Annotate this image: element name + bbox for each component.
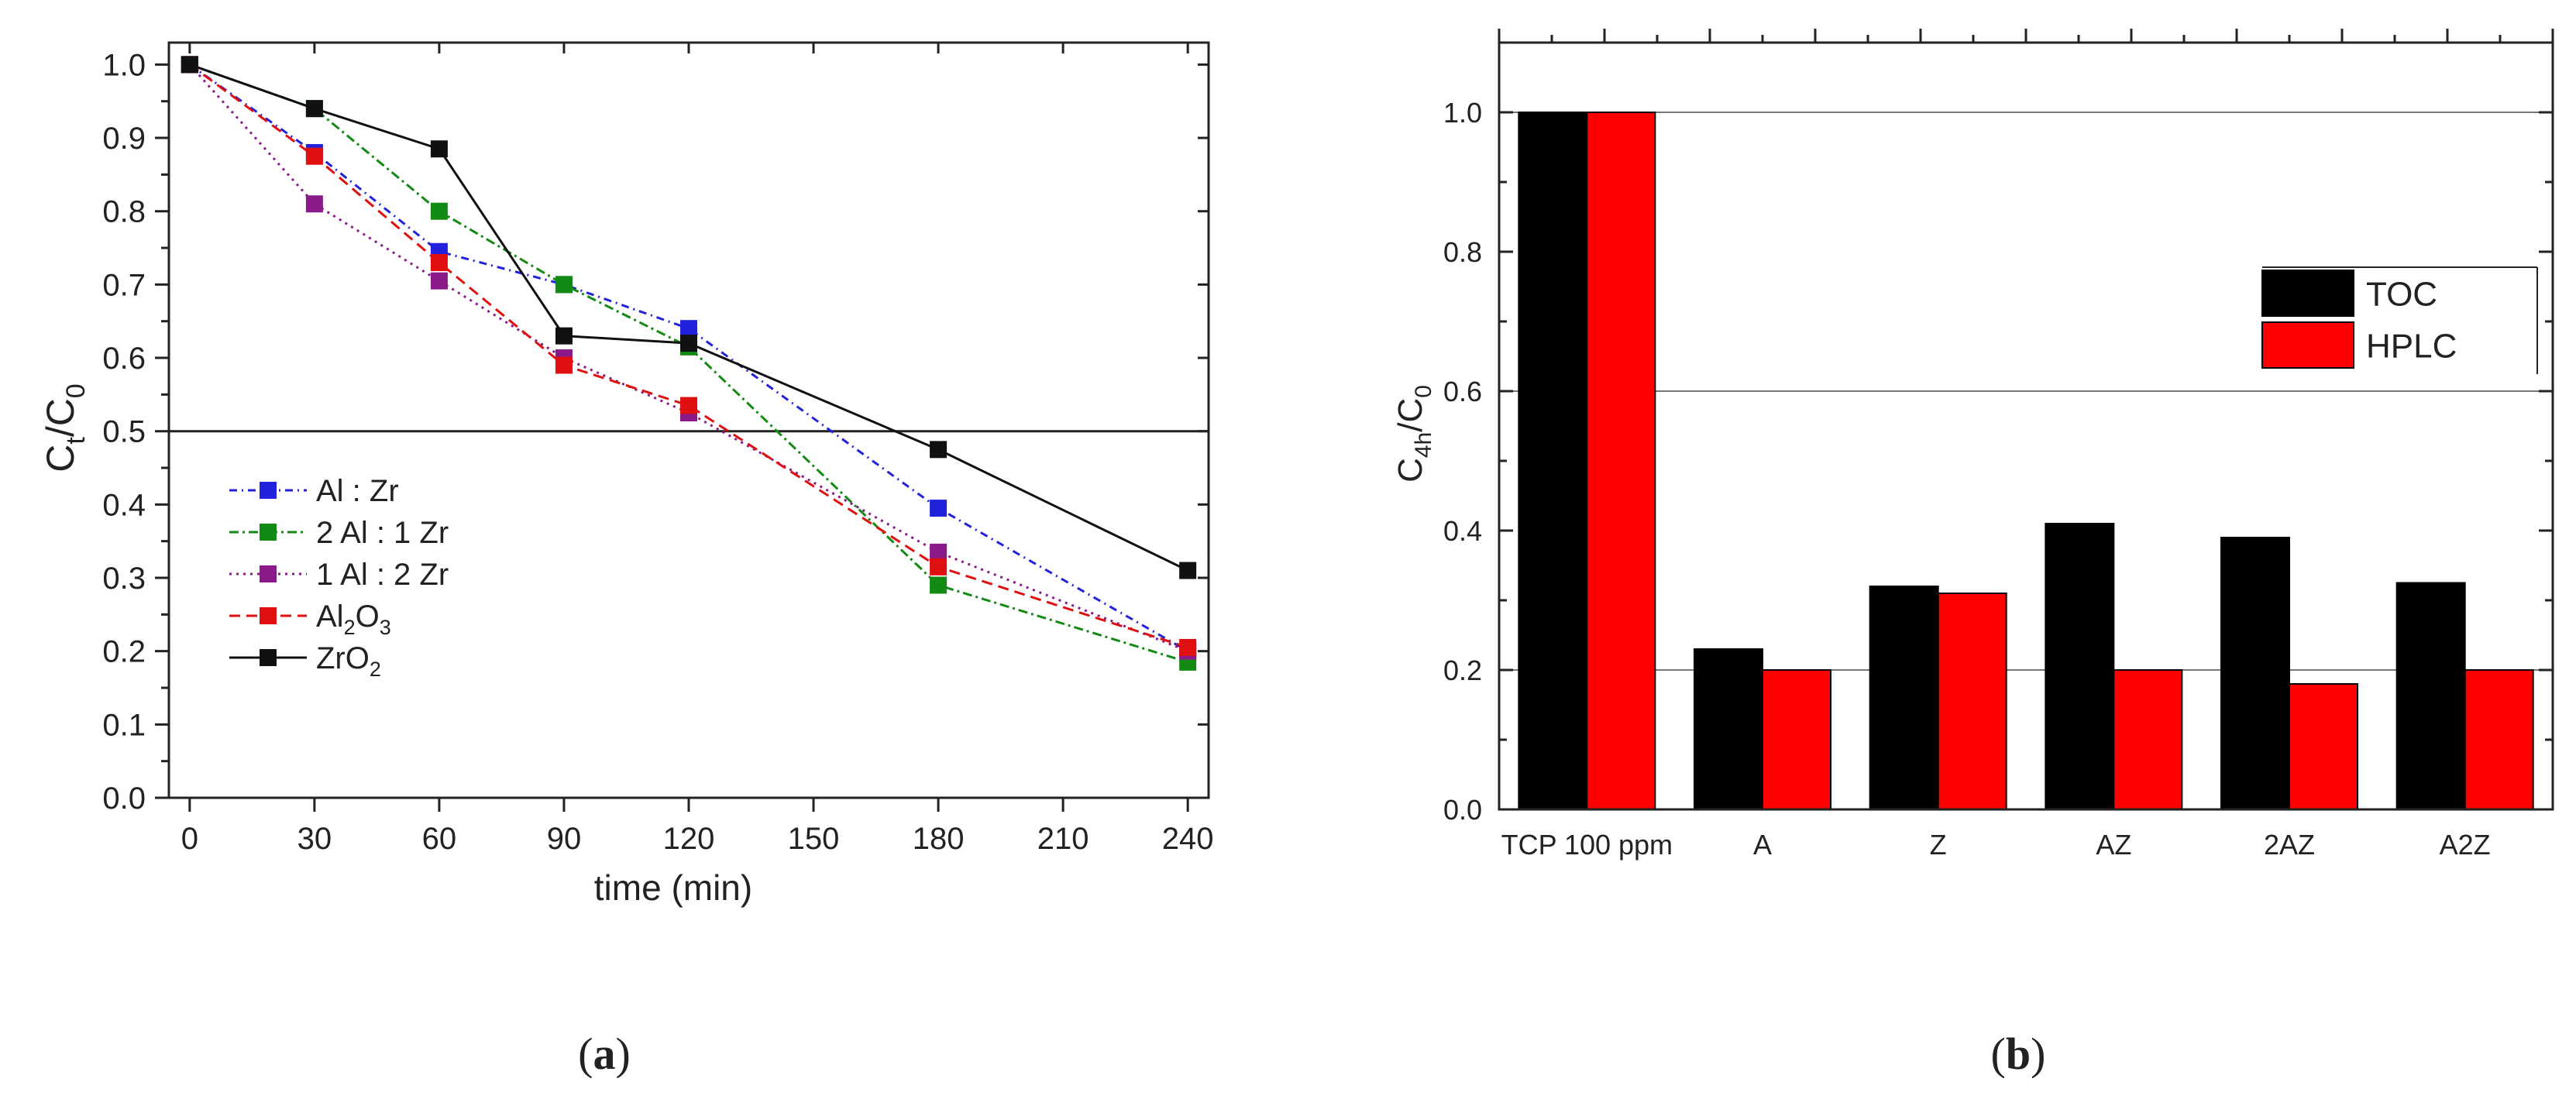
y-tick-label: 0.5: [102, 415, 146, 449]
legend-marker: [260, 565, 277, 582]
x-tick-label: 180: [913, 822, 965, 856]
legend-swatch: [2261, 321, 2354, 369]
bar: [2395, 582, 2466, 810]
y-tick-label: 0.2: [102, 635, 146, 669]
data-point: [181, 56, 198, 74]
panel-b-bar-chart: TCP 100 ppm A Z AZ 2AZ A2Z0.00.20.40.60.81.0C…: [1391, 29, 2554, 861]
y-axis-label: C4h/C0: [1391, 385, 1436, 483]
legend-swatch: [2261, 270, 2354, 317]
legend-label: TOC: [2366, 276, 2437, 314]
bar: [1869, 586, 1939, 810]
bar: [1762, 669, 1831, 810]
y-tick-label: 0.8: [102, 195, 146, 229]
legend-label: ZrO2: [316, 641, 381, 681]
data-point: [930, 558, 948, 575]
data-point: [555, 356, 573, 374]
data-point: [1179, 562, 1197, 579]
y-tick-label: 0.3: [102, 562, 146, 596]
data-point: [930, 576, 948, 594]
x-tick-label: 210: [1037, 822, 1089, 856]
data-point: [305, 100, 323, 118]
x-tick-label: 0: [181, 822, 198, 856]
x-axis-label: time (min): [594, 868, 752, 908]
legend-marker: [260, 607, 277, 624]
data-point: [305, 195, 323, 213]
data-point: [680, 320, 697, 338]
bar: [2289, 683, 2358, 810]
data-point: [430, 253, 448, 271]
x-tick-label: Z: [1930, 829, 1947, 861]
x-tick-label: TCP 100 ppm: [1501, 829, 1673, 861]
bar: [2220, 537, 2290, 810]
y-tick-label: 0.6: [102, 342, 146, 376]
legend-label: Al2O3: [316, 600, 391, 639]
legend-label: 1 Al : 2 Zr: [316, 558, 449, 592]
bar: [2464, 669, 2534, 810]
x-tick-label: 30: [297, 822, 332, 856]
x-tick-label: A2Z: [2440, 829, 2491, 861]
bar: [1694, 648, 1763, 810]
legend-marker: [260, 482, 277, 499]
y-tick-label: 1.0: [102, 48, 146, 82]
bar: [2113, 669, 2183, 810]
data-point: [930, 441, 948, 459]
data-point: [930, 543, 948, 561]
y-tick-label: 0.0: [102, 782, 146, 816]
x-tick-label: AZ: [2096, 829, 2131, 861]
y-tick-label: 0.4: [1443, 515, 1482, 547]
bar: [1937, 593, 2007, 810]
legend-marker: [260, 524, 277, 541]
legend-label: HPLC: [2366, 328, 2457, 366]
data-point: [555, 276, 573, 294]
legend-marker: [260, 649, 277, 666]
y-tick-label: 0.2: [1443, 655, 1482, 686]
bar: [1518, 112, 1588, 810]
caption-a: (a): [578, 1029, 631, 1079]
caption-b: (b): [1991, 1029, 2046, 1079]
data-point: [430, 202, 448, 220]
y-tick-label: 1.0: [1443, 97, 1482, 129]
y-tick-label: 0.0: [1443, 794, 1482, 826]
y-tick-label: 0.7: [102, 268, 146, 302]
data-point: [1179, 638, 1197, 656]
data-point: [680, 335, 697, 352]
plot-frame: [1498, 41, 2554, 811]
data-point: [680, 397, 697, 414]
legend-label: 2 Al : 1 Zr: [316, 516, 449, 550]
x-tick-label: 2AZ: [2264, 829, 2315, 861]
x-tick-label: 120: [663, 822, 715, 856]
x-tick-label: A: [1753, 829, 1772, 861]
x-tick-label: 240: [1162, 822, 1214, 856]
x-tick-label: 150: [788, 822, 840, 856]
y-tick-label: 0.4: [102, 488, 146, 522]
data-point: [555, 327, 573, 345]
data-point: [930, 500, 948, 517]
y-tick-label: 0.9: [102, 122, 146, 156]
data-point: [430, 140, 448, 158]
y-axis-label: Ct/C0: [39, 383, 91, 472]
bar: [1586, 112, 1656, 810]
y-tick-label: 0.6: [1443, 376, 1482, 407]
legend-label: Al : Zr: [316, 474, 399, 508]
data-point: [305, 147, 323, 165]
data-point: [430, 272, 448, 290]
y-tick-label: 0.8: [1443, 236, 1482, 268]
bar: [2045, 523, 2115, 810]
y-tick-label: 0.1: [102, 708, 146, 742]
x-tick-label: 60: [422, 822, 457, 856]
x-tick-label: 90: [547, 822, 582, 856]
panel-a-line-chart: 0.0 0.1 0.2 0.3 0.4 0.5 0.6 0.7 0.8 0.9 1.0 0 30 60 90…: [39, 41, 1214, 908]
